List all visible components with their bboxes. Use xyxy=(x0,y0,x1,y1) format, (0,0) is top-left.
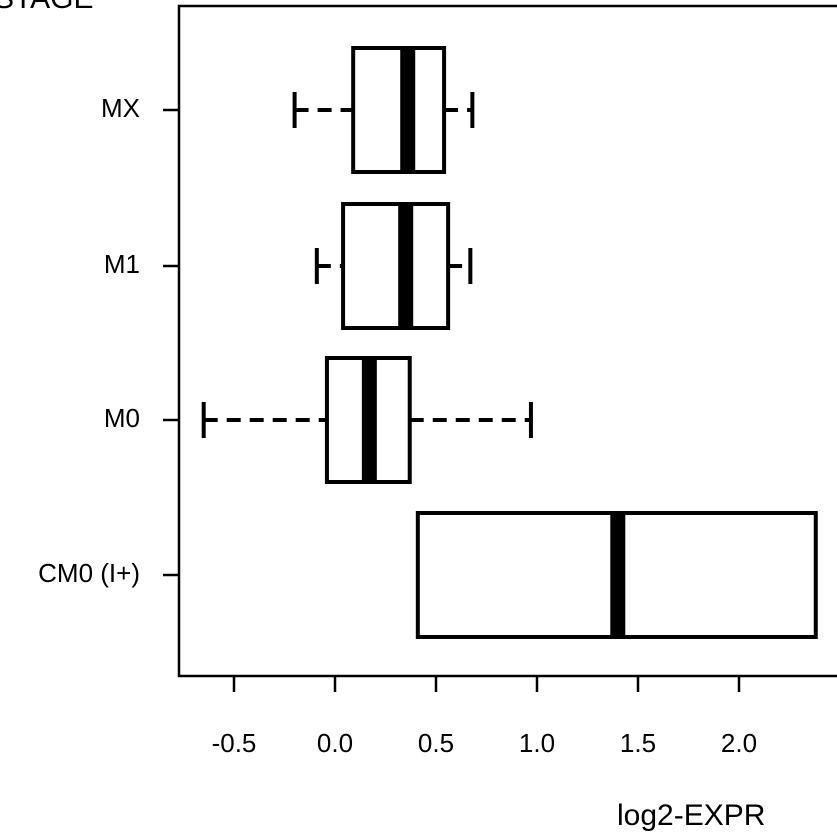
x-tick-label: 1.0 xyxy=(519,728,555,758)
y-tick-label: M1 xyxy=(104,249,140,279)
y-axis: MX M1 M0 CM0 (I+) xyxy=(38,93,179,588)
box-mx xyxy=(292,46,475,174)
box-series xyxy=(201,46,818,639)
x-tick-label: 0.5 xyxy=(418,728,454,758)
x-tick-label: 0.0 xyxy=(317,728,353,758)
x-axis: -0.5 0.0 0.5 1.0 1.5 2.0 xyxy=(212,676,757,758)
y-tick-label: M0 xyxy=(104,403,140,433)
box-m1 xyxy=(314,202,473,330)
chart-title: STAGE xyxy=(0,0,93,15)
x-tick-label: -0.5 xyxy=(212,728,257,758)
x-tick-label: 1.5 xyxy=(620,728,656,758)
plot-frame xyxy=(177,4,837,678)
y-tick-label: CM0 (I+) xyxy=(38,558,140,588)
box-iqr xyxy=(341,202,451,330)
x-tick-label: 2.0 xyxy=(721,728,757,758)
box-iqr xyxy=(351,46,447,174)
x-axis-label: log2-EXPR xyxy=(617,799,765,832)
box-m0 xyxy=(201,356,533,484)
y-tick-label: MX xyxy=(101,93,140,123)
box-cm0-i xyxy=(415,511,818,639)
